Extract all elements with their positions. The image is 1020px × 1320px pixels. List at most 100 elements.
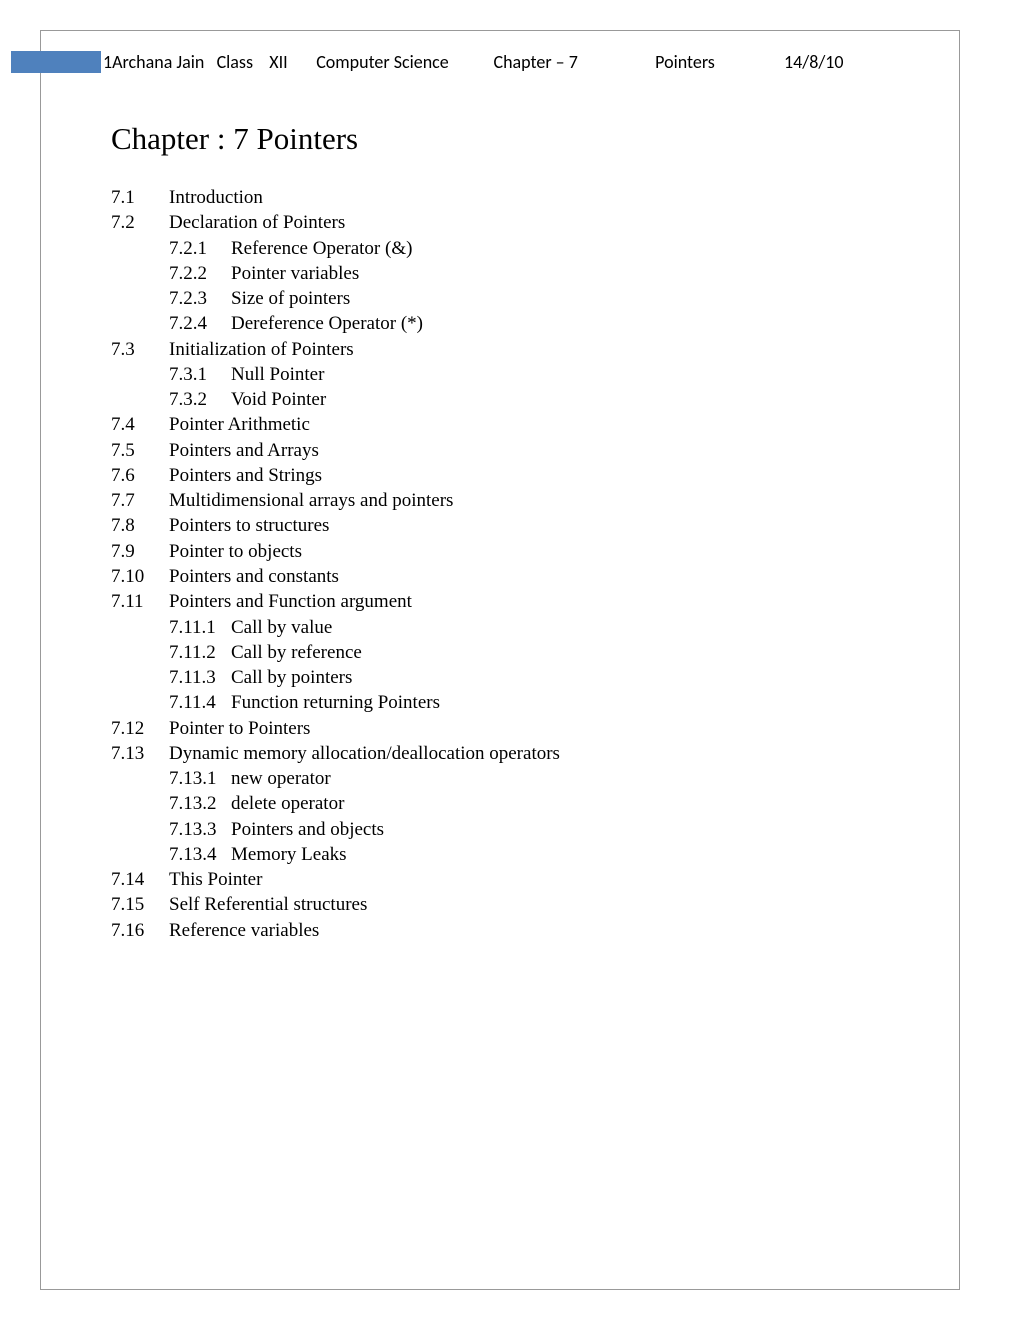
toc-item-text: Pointers and Arrays — [169, 438, 889, 463]
toc-subitem-text: Function returning Pointers — [231, 690, 889, 715]
toc-item: 7.16Reference variables — [111, 918, 889, 943]
toc-subitem: 7.3.2Void Pointer — [111, 387, 889, 412]
table-of-contents: 7.1Introduction7.2Declaration of Pointer… — [111, 185, 889, 943]
toc-item: 7.15Self Referential structures — [111, 892, 889, 917]
header-class-label: Class — [217, 51, 253, 73]
document-page: 1 Archana Jain Class XII Computer Scienc… — [40, 30, 960, 1290]
toc-subitem: 7.2.4Dereference Operator (*) — [111, 311, 889, 336]
header-spacer — [204, 51, 216, 73]
toc-item-number: 7.10 — [111, 564, 169, 589]
toc-subitem-number: 7.2.2 — [169, 261, 231, 286]
toc-subitem-text: Call by value — [231, 615, 889, 640]
toc-item-text: Introduction — [169, 185, 889, 210]
toc-subitem: 7.2.3Size of pointers — [111, 286, 889, 311]
toc-item-number: 7.7 — [111, 488, 169, 513]
toc-subitem: 7.11.4Function returning Pointers — [111, 690, 889, 715]
toc-subitem-text: Pointer variables — [231, 261, 889, 286]
toc-item: 7.10Pointers and constants — [111, 564, 889, 589]
toc-subitem-number: 7.2.3 — [169, 286, 231, 311]
toc-item-text: Initialization of Pointers — [169, 337, 889, 362]
page-number: 1 — [103, 51, 112, 73]
toc-item-text: Declaration of Pointers — [169, 210, 889, 235]
toc-subitem-text: Call by reference — [231, 640, 889, 665]
toc-subitem-number: 7.13.2 — [169, 791, 231, 816]
toc-subitem: 7.11.1Call by value — [111, 615, 889, 640]
toc-item-text: This Pointer — [169, 867, 889, 892]
toc-subitem: 7.2.2Pointer variables — [111, 261, 889, 286]
toc-subitem: 7.11.2Call by reference — [111, 640, 889, 665]
toc-item-text: Pointers and Function argument — [169, 589, 889, 614]
toc-subitem-number: 7.2.4 — [169, 311, 231, 336]
toc-item-number: 7.4 — [111, 412, 169, 437]
toc-item-number: 7.6 — [111, 463, 169, 488]
toc-subitem: 7.3.1Null Pointer — [111, 362, 889, 387]
toc-item-text: Pointers to structures — [169, 513, 889, 538]
header-accent-box — [11, 51, 101, 73]
toc-item-number: 7.1 — [111, 185, 169, 210]
toc-subitem-number: 7.2.1 — [169, 236, 231, 261]
toc-subitem-text: Dereference Operator (*) — [231, 311, 889, 336]
header-spacer — [288, 51, 317, 73]
toc-item: 7.11Pointers and Function argument — [111, 589, 889, 614]
toc-item: 7.14This Pointer — [111, 867, 889, 892]
toc-item: 7.1Introduction — [111, 185, 889, 210]
toc-subitem-text: Size of pointers — [231, 286, 889, 311]
toc-subitem: 7.13.2delete operator — [111, 791, 889, 816]
toc-item: 7.3Initialization of Pointers — [111, 337, 889, 362]
toc-item-number: 7.3 — [111, 337, 169, 362]
toc-item-number: 7.15 — [111, 892, 169, 917]
toc-item: 7.7Multidimensional arrays and pointers — [111, 488, 889, 513]
header-class-value: XII — [269, 51, 287, 73]
toc-subitem-text: Null Pointer — [231, 362, 889, 387]
toc-subitem: 7.13.3Pointers and objects — [111, 817, 889, 842]
toc-item: 7.13Dynamic memory allocation/deallocati… — [111, 741, 889, 766]
toc-item-text: Pointers and Strings — [169, 463, 889, 488]
header-subject: Computer Science — [316, 51, 449, 73]
toc-subitem-number: 7.11.1 — [169, 615, 231, 640]
toc-item-text: Multidimensional arrays and pointers — [169, 488, 889, 513]
toc-item-text: Pointer to Pointers — [169, 716, 889, 741]
toc-item: 7.8Pointers to structures — [111, 513, 889, 538]
toc-subitem-number: 7.13.4 — [169, 842, 231, 867]
chapter-title: Chapter : 7 Pointers — [111, 121, 889, 157]
header-spacer — [449, 51, 494, 73]
toc-item: 7.9Pointer to objects — [111, 539, 889, 564]
toc-subitem-text: Pointers and objects — [231, 817, 889, 842]
toc-item-text: Self Referential structures — [169, 892, 889, 917]
toc-subitem-text: Reference Operator (&) — [231, 236, 889, 261]
toc-item: 7.12Pointer to Pointers — [111, 716, 889, 741]
toc-subitem-text: delete operator — [231, 791, 889, 816]
toc-item: 7.5Pointers and Arrays — [111, 438, 889, 463]
toc-item-text: Pointer to objects — [169, 539, 889, 564]
toc-subitem: 7.13.4Memory Leaks — [111, 842, 889, 867]
toc-subitem-number: 7.3.2 — [169, 387, 231, 412]
toc-item-text: Dynamic memory allocation/deallocation o… — [169, 741, 889, 766]
toc-item-number: 7.8 — [111, 513, 169, 538]
toc-subitem: 7.13.1new operator — [111, 766, 889, 791]
toc-subitem-number: 7.3.1 — [169, 362, 231, 387]
toc-subitem-text: new operator — [231, 766, 889, 791]
toc-subitem-text: Call by pointers — [231, 665, 889, 690]
toc-item-number: 7.11 — [111, 589, 169, 614]
toc-item-number: 7.12 — [111, 716, 169, 741]
page-content: Chapter : 7 Pointers 7.1Introduction7.2D… — [41, 73, 959, 943]
toc-item-text: Pointer Arithmetic — [169, 412, 889, 437]
toc-item-number: 7.5 — [111, 438, 169, 463]
toc-item: 7.4Pointer Arithmetic — [111, 412, 889, 437]
toc-item: 7.6Pointers and Strings — [111, 463, 889, 488]
toc-item-number: 7.16 — [111, 918, 169, 943]
toc-item-text: Pointers and constants — [169, 564, 889, 589]
header-chapter-label: Chapter – 7 — [493, 51, 577, 73]
toc-item-number: 7.2 — [111, 210, 169, 235]
toc-subitem-number: 7.13.1 — [169, 766, 231, 791]
toc-item-text: Reference variables — [169, 918, 889, 943]
header-spacer — [578, 51, 655, 73]
toc-subitem-text: Memory Leaks — [231, 842, 889, 867]
toc-subitem-number: 7.11.2 — [169, 640, 231, 665]
header-chapter-name: Pointers — [655, 51, 715, 73]
toc-item-number: 7.14 — [111, 867, 169, 892]
toc-subitem-text: Void Pointer — [231, 387, 889, 412]
toc-subitem: 7.2.1Reference Operator (&) — [111, 236, 889, 261]
header-date: 14/8/10 — [784, 51, 844, 73]
toc-item-number: 7.13 — [111, 741, 169, 766]
